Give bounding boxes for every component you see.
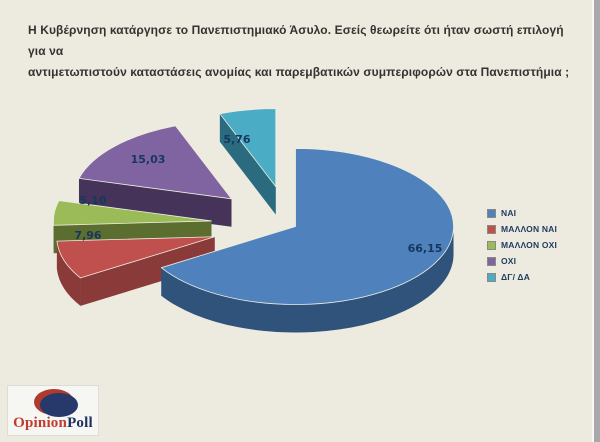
logo-text: OpinionPoll xyxy=(8,415,98,432)
legend-swatch-icon xyxy=(487,256,496,266)
slice-3-top-face xyxy=(78,125,232,200)
chart-title-line1: Η Κυβέρνηση κατάργησε το Πανεπιστημιακό … xyxy=(28,23,564,58)
slice-value-label: 5,10 xyxy=(79,194,106,207)
slice-value-label: 15,03 xyxy=(131,153,166,166)
legend-swatch-icon xyxy=(487,272,496,282)
legend-swatch-icon xyxy=(487,208,496,218)
slice-1-front-wall xyxy=(56,241,81,306)
logo-globe-icon xyxy=(34,389,78,417)
slice-1-top-face xyxy=(56,236,216,279)
slice-4-top-face xyxy=(219,108,277,188)
legend-label: ΜΑΛΛΟΝ ΟΧΙ xyxy=(501,240,558,250)
chart-title-line2: αντιμετωπιστούν καταστάσεις ανομίας και … xyxy=(28,65,570,79)
slice-value-label: 7,96 xyxy=(74,229,101,242)
legend-label: ΝΑΙ xyxy=(501,208,517,218)
slice-4-side-wall xyxy=(219,113,276,215)
slice-value-label: 66,15 xyxy=(408,242,443,255)
legend-swatch-icon xyxy=(487,224,496,234)
slice-0-top-face xyxy=(160,148,454,305)
legend-item: ΔΓ/ ΔΑ xyxy=(487,269,557,285)
legend: ΝΑΙ ΜΑΛΛΟΝ ΝΑΙ ΜΑΛΛΟΝ ΟΧΙ ΟΧΙ ΔΓ/ ΔΑ xyxy=(487,205,557,285)
legend-label: ΜΑΛΛΟΝ ΝΑΙ xyxy=(501,224,558,234)
logo-ellipse-navy xyxy=(40,393,78,417)
slice-value-label: 5,76 xyxy=(223,133,250,146)
legend-label: ΔΓ/ ΔΑ xyxy=(501,272,531,282)
logo-text-opinion: Opinion xyxy=(13,415,68,431)
legend-label: ΟΧΙ xyxy=(501,256,517,266)
legend-item: ΟΧΙ xyxy=(487,253,557,269)
legend-item: ΜΑΛΛΟΝ ΟΧΙ xyxy=(487,237,557,253)
chart-title: Η Κυβέρνηση κατάργησε το Πανεπιστημιακό … xyxy=(28,20,576,83)
slice-3-side-wall xyxy=(78,178,232,227)
scrollbar[interactable] xyxy=(592,0,600,442)
legend-swatch-icon xyxy=(487,240,496,250)
logo: OpinionPoll xyxy=(7,385,99,436)
logo-text-poll: Poll xyxy=(67,415,93,431)
slice-0-front-wall xyxy=(161,226,454,333)
legend-item: ΜΑΛΛΟΝ ΝΑΙ xyxy=(487,221,557,237)
slice-2-top-face xyxy=(53,200,212,226)
legend-item: ΝΑΙ xyxy=(487,205,557,221)
